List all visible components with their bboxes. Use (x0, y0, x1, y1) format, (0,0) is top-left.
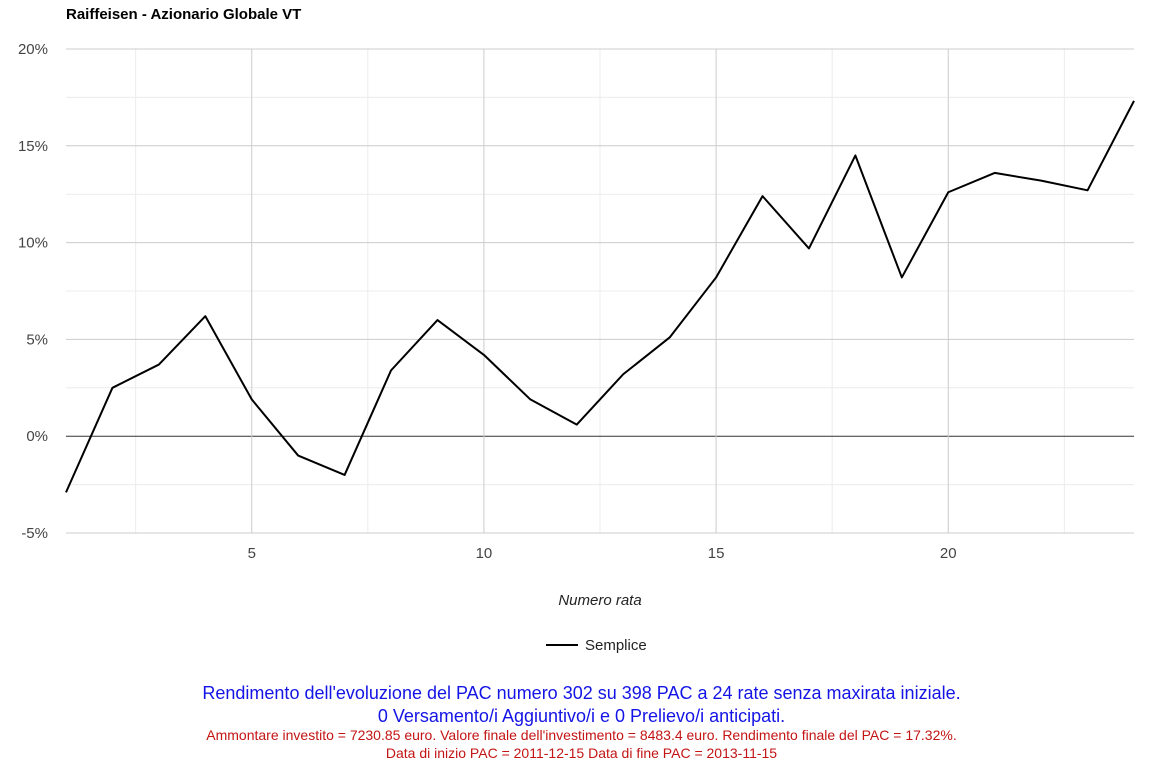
summary-caption: Rendimento dell'evoluzione del PAC numer… (0, 682, 1163, 762)
y-tick-label: 0% (26, 428, 48, 445)
caption-line-2: 0 Versamento/i Aggiuntivo/i e 0 Prelievo… (377, 705, 786, 726)
y-tick-label: 5% (26, 331, 48, 348)
caption-line-1: Rendimento dell'evoluzione del PAC numer… (202, 683, 961, 703)
y-tick-label: 20% (18, 41, 48, 58)
legend-label-semplice: Semplice (585, 637, 647, 654)
x-axis-title: Numero rata (558, 592, 641, 609)
x-tick-label: 5 (248, 545, 256, 562)
x-tick-label: 15 (708, 545, 725, 562)
x-tick-label: 20 (940, 545, 957, 562)
chart-title: Raiffeisen - Azionario Globale VT (66, 6, 301, 23)
tick-labels: -5% 0% 5% 10% 15% 20% 5 10 15 20 (18, 41, 957, 562)
x-tick-label: 10 (476, 545, 493, 562)
y-tick-label: -5% (21, 525, 48, 542)
series-line-semplice (65, 100, 1135, 493)
y-tick-label: 10% (18, 235, 48, 252)
line-chart: Raiffeisen - Azionario Globale VT -5% 0% 5… (18, 6, 1135, 654)
legend: Semplice (546, 637, 647, 654)
grid-layer (66, 48, 1134, 534)
caption-line-3: Ammontare investito = 7230.85 euro. Valo… (206, 727, 957, 743)
y-tick-label: 15% (18, 138, 48, 155)
caption-line-4: Data di inizio PAC = 2011-12-15 Data di … (385, 744, 778, 761)
series-layer (65, 100, 1135, 493)
